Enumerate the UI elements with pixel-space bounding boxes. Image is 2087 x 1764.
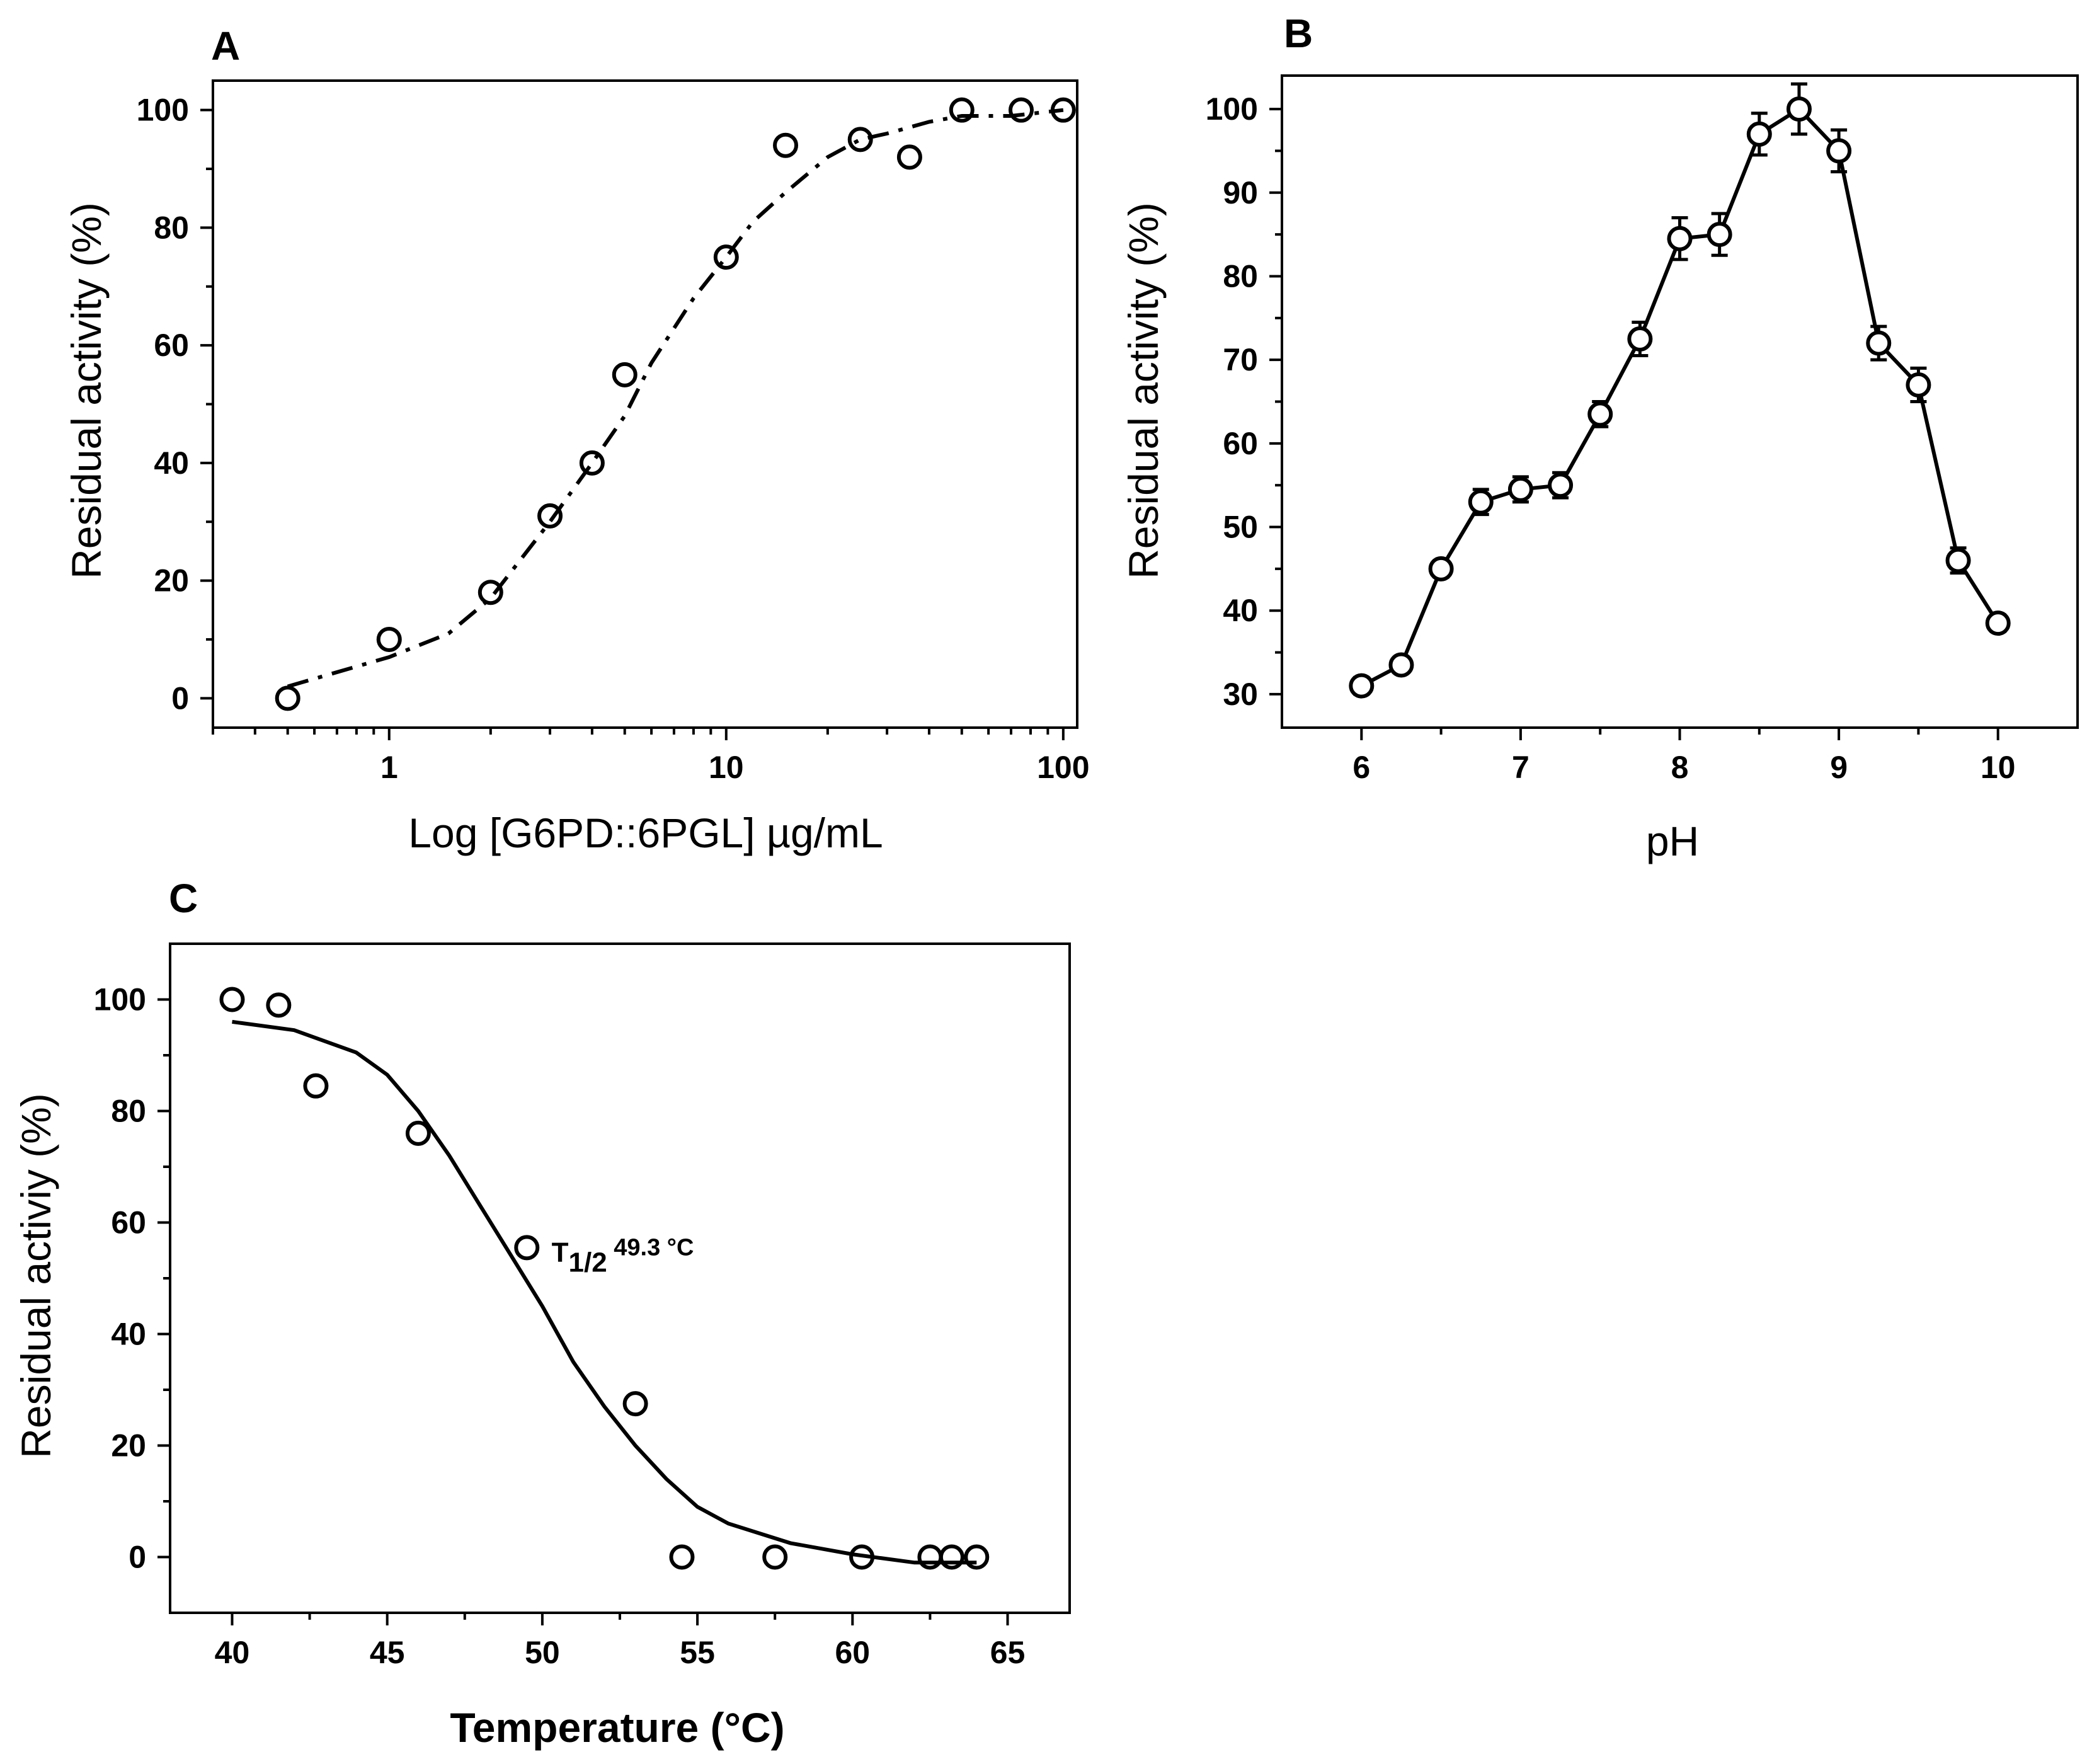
panel-b-data-point — [1587, 401, 1613, 427]
panel-b-plot-frame — [1281, 74, 2079, 729]
panel-b-y-axis-title: Residual activity (%) — [1120, 202, 1167, 579]
panel-b-x-tick-label: 10 — [1981, 750, 2016, 785]
panel-c-y-tick-label: 20 — [111, 1428, 146, 1463]
panel-b-data-point — [1906, 372, 1931, 398]
panel-a-plot-frame — [212, 79, 1078, 729]
panel-a-data-point — [847, 127, 873, 152]
panel-b-data-point — [1468, 489, 1494, 515]
panel-a-data-point — [896, 144, 922, 170]
panel-b-data-point — [1866, 330, 1892, 356]
panel-a-y-tick-label: 80 — [154, 210, 189, 245]
panel-c-x-tick-label: 60 — [835, 1635, 870, 1670]
panel-c-y-tick-label: 80 — [111, 1094, 146, 1129]
panel-a-data-point — [1009, 97, 1034, 123]
panel-b-x-tick-label: 8 — [1671, 750, 1689, 785]
panel-c-data-point — [762, 1544, 788, 1570]
panel-a-letter: A — [211, 23, 240, 69]
panel-b-data-point — [1548, 472, 1574, 498]
panel-a-x-tick-label: 100 — [1037, 750, 1089, 785]
panel-b-y-tick-label: 70 — [1223, 342, 1258, 377]
panel-a-chart: A Log [G6PD::6PGL] µg/mL Residual activi… — [63, 23, 1090, 856]
panel-b-x-tick-label: 7 — [1512, 750, 1530, 785]
panel-c-data-point — [939, 1544, 964, 1570]
panel-b-data-point — [1945, 547, 1971, 573]
panel-a-y-tick-label: 0 — [171, 680, 189, 716]
panel-b-x-axis-title: pH — [1646, 818, 1699, 864]
panel-c-x-tick-label: 55 — [680, 1635, 715, 1670]
panel-b-data-point — [1627, 326, 1653, 352]
panel-b-letter: B — [1284, 11, 1313, 56]
panel-a-y-tick-label: 60 — [154, 328, 189, 363]
panel-a-y-tick-label: 100 — [137, 93, 189, 128]
panel-c-y-tick-label: 100 — [94, 982, 146, 1017]
panel-a-data-point — [275, 685, 300, 711]
panel-c-data-point — [219, 987, 245, 1012]
panel-c-y-tick-label: 40 — [111, 1317, 146, 1352]
panel-b-data-point — [1746, 121, 1772, 147]
panel-c-x-tick-label: 45 — [370, 1635, 405, 1670]
panel-c-data-point — [964, 1544, 990, 1570]
panel-b-data-point — [1786, 96, 1812, 122]
panel-b-data-point — [1428, 556, 1454, 581]
panel-b-x-tick-label: 9 — [1830, 750, 1848, 785]
panel-a-data-point — [612, 362, 638, 387]
panel-b-y-tick-label: 90 — [1223, 175, 1258, 210]
panel-c-data-point — [266, 992, 292, 1018]
panel-a-x-axis-title: Log [G6PD::6PGL] µg/mL — [408, 810, 883, 856]
panel-b-chart: B pH Residual activity (%) 6 7 8 9 10 30 40 50 6… — [1120, 11, 2079, 864]
panel-c-plot-frame — [169, 942, 1071, 1614]
panel-a-x-tick-label: 1 — [380, 750, 398, 785]
panel-c-x-tick-label: 65 — [990, 1635, 1026, 1670]
panel-a-y-axis-title: Residual activity (%) — [63, 202, 110, 579]
panel-c-data-point — [303, 1073, 329, 1099]
panel-b-y-tick-label: 30 — [1223, 677, 1258, 712]
panel-c-y-tick-label: 0 — [129, 1540, 146, 1575]
panel-c-y-axis-title: Residual activiy (%) — [13, 1093, 59, 1458]
panel-a-fit-curve — [287, 108, 1064, 689]
panel-a-data-point — [537, 503, 563, 529]
panel-c-y-tick-label: 60 — [111, 1205, 146, 1240]
panel-c-x-axis-title: Temperature (°C) — [450, 1704, 784, 1751]
panel-b-y-tick-label: 40 — [1223, 593, 1258, 628]
panel-a-data-point — [376, 626, 402, 652]
panel-b-series-line — [1360, 106, 2000, 688]
panel-b-y-tick-label: 100 — [1206, 91, 1258, 127]
panel-c-letter: C — [169, 876, 198, 921]
panel-b-data-point — [1826, 138, 1852, 164]
panel-a-y-tick-label: 20 — [154, 563, 189, 598]
panel-b-data-point — [1349, 673, 1375, 699]
panel-b-data-point — [1667, 226, 1693, 251]
panel-b-data-point — [1985, 610, 2011, 636]
panel-c-data-point — [405, 1120, 431, 1146]
panel-c-data-point — [514, 1235, 540, 1261]
panel-a-y-tick-label: 40 — [154, 445, 189, 481]
panel-c-data-point — [669, 1544, 695, 1570]
panel-b-y-tick-label: 60 — [1223, 426, 1258, 461]
panel-b-data-point — [1507, 476, 1533, 502]
panel-b-x-tick-label: 6 — [1352, 750, 1370, 785]
panel-a-data-point — [477, 580, 503, 605]
panel-c-x-tick-label: 50 — [525, 1635, 560, 1670]
panel-c-chart: C Temperature (°C) Residual activiy (%) … — [13, 876, 1071, 1751]
panel-c-x-tick-label: 40 — [215, 1635, 250, 1670]
panel-a-x-tick-label: 10 — [709, 750, 744, 785]
panel-b-data-point — [1388, 652, 1414, 678]
panel-b-y-tick-label: 50 — [1223, 510, 1258, 545]
panel-c-data-point — [622, 1391, 648, 1417]
panel-b-y-tick-label: 80 — [1223, 258, 1258, 294]
panel-c-data-point — [917, 1544, 943, 1570]
panel-a-data-point — [773, 132, 799, 158]
panel-c-fit-curve — [232, 1019, 977, 1565]
panel-b-data-point — [1707, 222, 1732, 248]
panel-c-half-life-annotation: T1/2 49.3 °C — [552, 1234, 694, 1278]
